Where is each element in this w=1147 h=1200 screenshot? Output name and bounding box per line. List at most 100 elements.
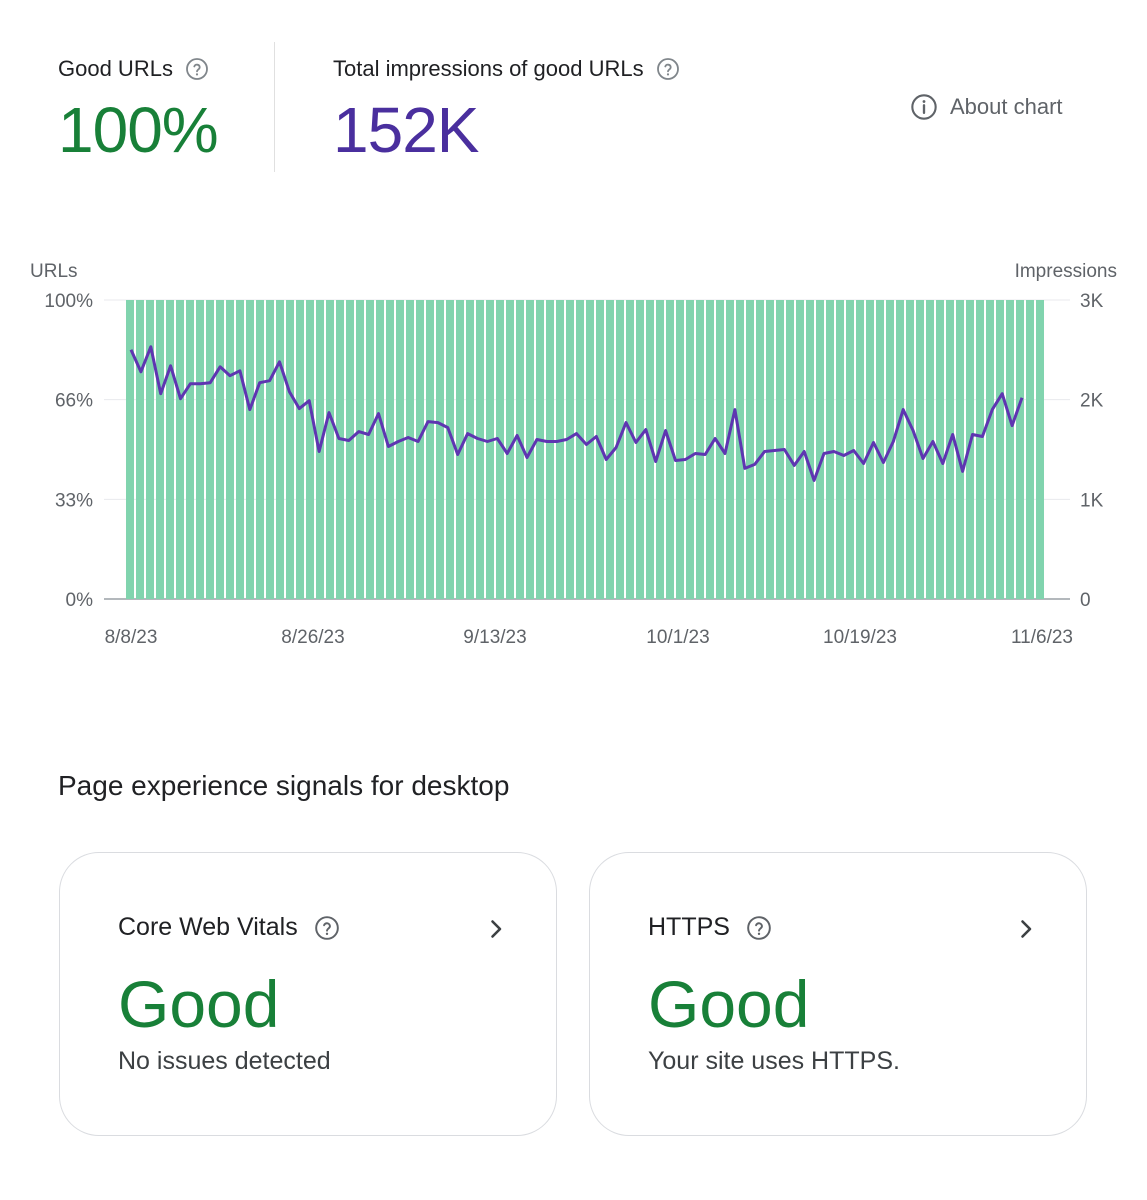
card-title: Core Web Vitals <box>118 913 298 941</box>
info-icon <box>911 94 937 120</box>
bar <box>256 300 264 599</box>
bar <box>626 300 634 599</box>
bar <box>906 300 914 599</box>
bar <box>836 300 844 599</box>
bar <box>476 300 484 599</box>
bar <box>666 300 674 599</box>
bar <box>796 300 804 599</box>
x-tick-label: 10/1/23 <box>646 627 709 648</box>
x-tick-label: 9/13/23 <box>463 627 526 648</box>
x-tick-label: 11/6/23 <box>1011 627 1073 648</box>
right-tick-label: 1K <box>1080 490 1104 511</box>
help-circle-icon[interactable] <box>185 57 209 81</box>
bar <box>126 300 134 599</box>
bar <box>286 300 294 599</box>
help-circle-icon[interactable] <box>656 57 680 81</box>
https-card[interactable]: HTTPS Good Your site uses HTTPS. <box>589 852 1087 1136</box>
bar <box>616 300 624 599</box>
bar <box>826 300 834 599</box>
bar <box>266 300 274 599</box>
axis-ticks: 100% 3K 66% 2K 33% 1K 0% 0 8/8/23 8/26/23 9/13/23 1… <box>44 291 1103 648</box>
bar <box>156 300 164 599</box>
impressions-value: 152K <box>333 94 479 166</box>
bar <box>516 300 524 599</box>
bar <box>206 300 214 599</box>
bar <box>276 300 284 599</box>
bar <box>746 300 754 599</box>
bar <box>336 300 344 599</box>
bar <box>496 300 504 599</box>
bar <box>186 300 194 599</box>
bar <box>596 300 604 599</box>
bar <box>436 300 444 599</box>
right-tick-label: 3K <box>1080 291 1104 312</box>
right-tick-label: 0 <box>1080 590 1091 611</box>
bar <box>636 300 644 599</box>
bar <box>376 300 384 599</box>
bar <box>306 300 314 599</box>
left-tick-label: 100% <box>44 291 93 312</box>
bar <box>416 300 424 599</box>
bar <box>176 300 184 599</box>
bar <box>956 300 964 599</box>
bar <box>846 300 854 599</box>
bar <box>166 300 174 599</box>
about-chart-button[interactable]: About chart <box>910 93 1063 121</box>
urls-impressions-chart: URLs Impressions 100% 3K 66% 2K 33% 1K 0% 0 8/8/… <box>30 261 1117 648</box>
bar <box>136 300 144 599</box>
bar <box>396 300 404 599</box>
bar <box>356 300 364 599</box>
x-tick-label: 8/8/23 <box>105 627 158 648</box>
help-circle-icon[interactable] <box>746 915 772 941</box>
card-status: Good <box>118 967 280 1041</box>
right-axis-title: Impressions <box>1015 261 1117 282</box>
core-web-vitals-card[interactable]: Core Web Vitals Good No issues detected <box>59 852 557 1136</box>
good-urls-value: 100% <box>58 94 219 166</box>
bar <box>466 300 474 599</box>
chevron-right-icon[interactable] <box>1014 917 1038 941</box>
bar <box>1036 300 1044 599</box>
left-tick-label: 0% <box>66 590 94 611</box>
bar <box>646 300 654 599</box>
card-description: Your site uses HTTPS. <box>648 1047 900 1075</box>
bar <box>726 300 734 599</box>
section-title: Page experience signals for desktop <box>58 770 510 801</box>
bar <box>216 300 224 599</box>
bar <box>426 300 434 599</box>
bar <box>196 300 204 599</box>
impressions-metric: Total impressions of good URLs 152K <box>333 56 680 162</box>
good-urls-label: Good URLs <box>58 56 173 81</box>
bar <box>926 300 934 599</box>
x-tick-label: 10/19/23 <box>823 627 897 648</box>
bar <box>246 300 254 599</box>
bar <box>996 300 1004 599</box>
bar <box>986 300 994 599</box>
left-tick-label: 66% <box>55 391 93 412</box>
bar <box>536 300 544 599</box>
chevron-right-icon[interactable] <box>484 917 508 941</box>
card-description: No issues detected <box>118 1047 331 1075</box>
bar <box>946 300 954 599</box>
bar <box>406 300 414 599</box>
bar <box>936 300 944 599</box>
bar <box>576 300 584 599</box>
about-chart-label: About chart <box>950 94 1063 119</box>
bar <box>486 300 494 599</box>
bar <box>756 300 764 599</box>
bar <box>686 300 694 599</box>
bar <box>816 300 824 599</box>
left-tick-label: 33% <box>55 490 93 511</box>
help-circle-icon[interactable] <box>314 915 340 941</box>
bar <box>736 300 744 599</box>
bar <box>326 300 334 599</box>
bar <box>546 300 554 599</box>
bar <box>446 300 454 599</box>
bar <box>1006 300 1014 599</box>
card-status: Good <box>648 967 810 1041</box>
bar <box>236 300 244 599</box>
bar <box>976 300 984 599</box>
bar <box>366 300 374 599</box>
bar <box>586 300 594 599</box>
bar-series <box>126 300 1044 599</box>
bar <box>556 300 564 599</box>
